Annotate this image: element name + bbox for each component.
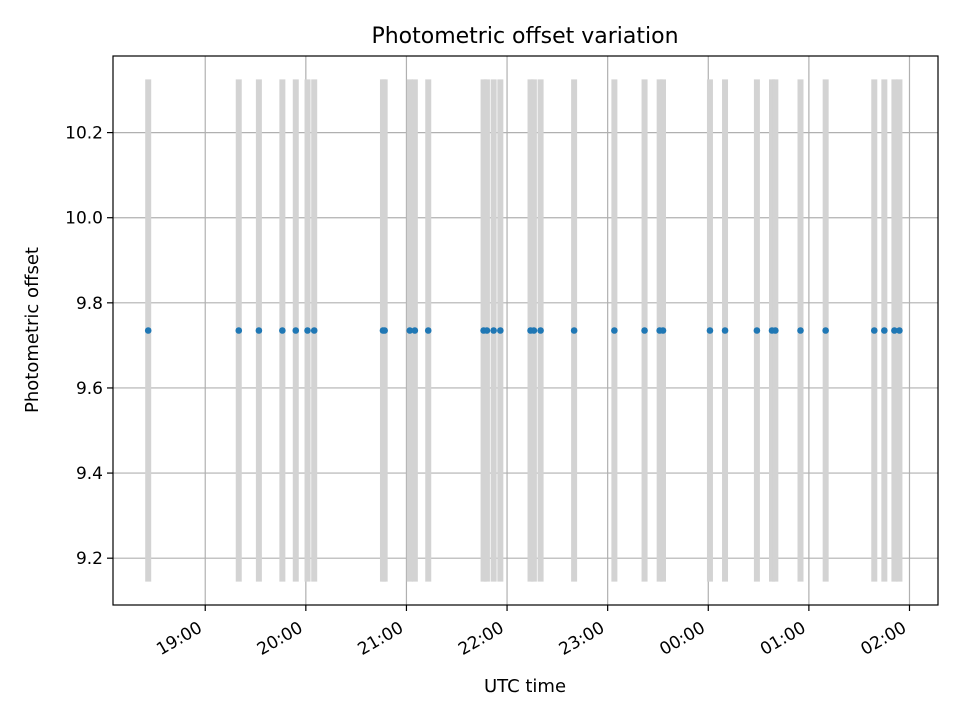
- y-tick-label: 9.4: [76, 464, 103, 484]
- y-tick-label: 9.6: [76, 379, 103, 399]
- data-point: [311, 327, 318, 334]
- x-tick-label: 23:00: [556, 618, 608, 660]
- data-point: [256, 327, 263, 334]
- data-point: [611, 327, 618, 334]
- data-point: [531, 327, 538, 334]
- data-point: [497, 327, 504, 334]
- y-tick-label: 9.8: [76, 294, 103, 314]
- data-point: [292, 327, 299, 334]
- data-point: [537, 327, 544, 334]
- data-point: [571, 327, 578, 334]
- data-point: [722, 327, 729, 334]
- x-tick-label: 01:00: [757, 618, 809, 660]
- data-point: [304, 327, 311, 334]
- y-axis-label: Photometric offset: [22, 247, 43, 413]
- data-point: [871, 327, 878, 334]
- x-tick-label: 19:00: [153, 618, 205, 660]
- y-tick-label: 10.2: [65, 124, 103, 144]
- data-point: [822, 327, 829, 334]
- data-point: [660, 327, 667, 334]
- data-point: [484, 327, 491, 334]
- data-point: [707, 327, 714, 334]
- x-tick-label: 00:00: [656, 618, 708, 660]
- x-tick-label: 02:00: [858, 618, 910, 660]
- data-point: [754, 327, 761, 334]
- data-point: [235, 327, 242, 334]
- x-tick-label: 22:00: [455, 618, 507, 660]
- data-points: [145, 327, 903, 334]
- y-tick-label: 9.2: [76, 549, 103, 569]
- data-point: [641, 327, 648, 334]
- x-axis-label: UTC time: [484, 676, 566, 697]
- data-point: [896, 327, 903, 334]
- data-point: [881, 327, 888, 334]
- chart-title: Photometric offset variation: [371, 24, 678, 49]
- x-tick-label: 21:00: [355, 618, 407, 660]
- data-point: [381, 327, 388, 334]
- data-point: [490, 327, 497, 334]
- data-point: [279, 327, 286, 334]
- data-point: [412, 327, 419, 334]
- y-tick-label: 10.0: [65, 209, 103, 229]
- data-point: [425, 327, 432, 334]
- data-point: [772, 327, 779, 334]
- x-tick-label: 20:00: [254, 618, 306, 660]
- data-point: [797, 327, 804, 334]
- data-point: [145, 327, 152, 334]
